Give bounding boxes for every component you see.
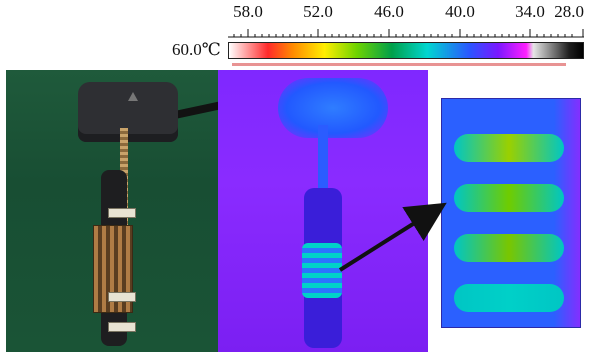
tick-34: 34.0 xyxy=(515,2,545,21)
terminal-clip xyxy=(108,208,136,218)
coil-band xyxy=(454,184,564,212)
arrow-up-icon xyxy=(128,92,138,101)
temperature-colorbar xyxy=(228,42,584,59)
thermal-sensor-region xyxy=(278,78,388,138)
tick-40: 40.0 xyxy=(445,2,475,21)
thermal-wire-region xyxy=(318,125,328,240)
terminal-clip xyxy=(108,322,136,332)
terminal-clip xyxy=(108,292,136,302)
thermal-image xyxy=(218,70,428,352)
thermal-coil-hotspot xyxy=(302,243,342,298)
tick-28: 28.0 xyxy=(554,2,584,21)
tick-58: 58.0 xyxy=(233,2,263,21)
tick-52: 52.0 xyxy=(303,2,333,21)
colorbar-marker-line xyxy=(232,63,566,66)
coil-band xyxy=(454,284,564,312)
zoomed-coil-thermal xyxy=(441,98,581,328)
current-sensor xyxy=(78,82,178,142)
scale-ruler xyxy=(228,29,584,38)
colorbar-max-label: 60.0℃ xyxy=(172,40,221,59)
coil-band xyxy=(454,134,564,162)
device-photo xyxy=(6,70,218,352)
coil-band xyxy=(454,234,564,262)
tick-46: 46.0 xyxy=(374,2,404,21)
scale-ticks: 58.0 52.0 46.0 40.0 34.0 28.0 xyxy=(228,2,584,36)
